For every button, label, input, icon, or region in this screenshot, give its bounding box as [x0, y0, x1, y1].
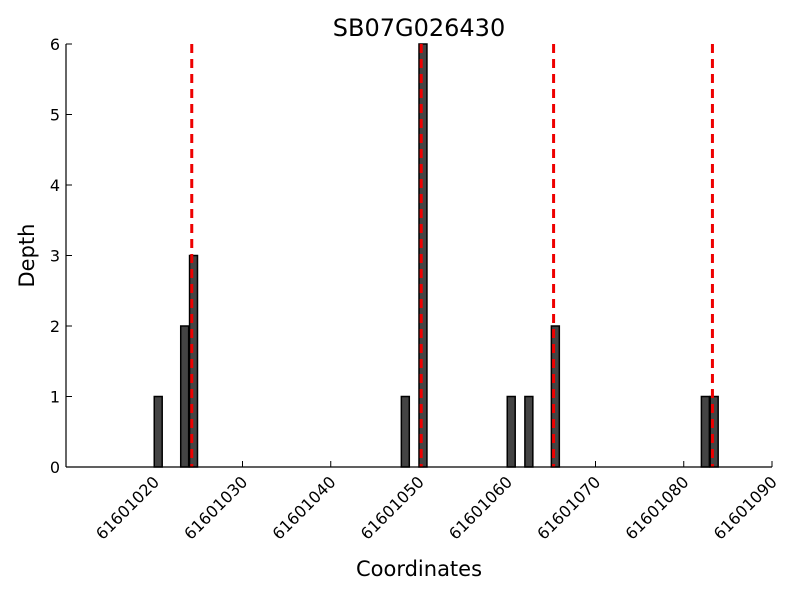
y-tick-label-4: 4 [50, 176, 60, 195]
chart-title: SB07G026430 [333, 14, 505, 42]
x-tick-label-5: 61601070 [533, 472, 604, 543]
x-tick-label-4: 61601060 [445, 472, 516, 543]
bar-8 [700, 395, 711, 468]
y-tick-label-2: 2 [50, 317, 60, 336]
bars-layer [153, 43, 719, 468]
y-ticks-layer: 0 1 2 3 4 5 6 [50, 35, 72, 477]
x-tick-label-1: 61601030 [180, 472, 251, 543]
bar-0 [153, 395, 163, 468]
x-axis-label: Coordinates [356, 557, 482, 581]
x-tick-label-0: 61601020 [92, 472, 163, 543]
y-tick-label-3: 3 [50, 247, 60, 266]
y-tick-label-1: 1 [50, 388, 60, 407]
y-tick-label-0: 0 [50, 458, 60, 477]
y-axis-label: Depth [15, 224, 39, 288]
bar-3 [400, 395, 411, 468]
x-tick-label-3: 61601050 [357, 472, 428, 543]
x-tick-label-2: 61601040 [269, 472, 340, 543]
dashed-lines-layer [190, 44, 714, 467]
bar-5 [506, 395, 516, 468]
x-tick-label-7: 61601090 [710, 472, 781, 543]
bar-1 [179, 325, 190, 468]
x-ticks-layer: 61601020 61601030 61601040 61601050 61601060… [92, 461, 781, 543]
x-tick-label-6: 61601080 [622, 472, 693, 543]
y-tick-label-5: 5 [50, 106, 60, 125]
y-tick-label-6: 6 [50, 35, 60, 54]
bar-6 [524, 395, 534, 468]
